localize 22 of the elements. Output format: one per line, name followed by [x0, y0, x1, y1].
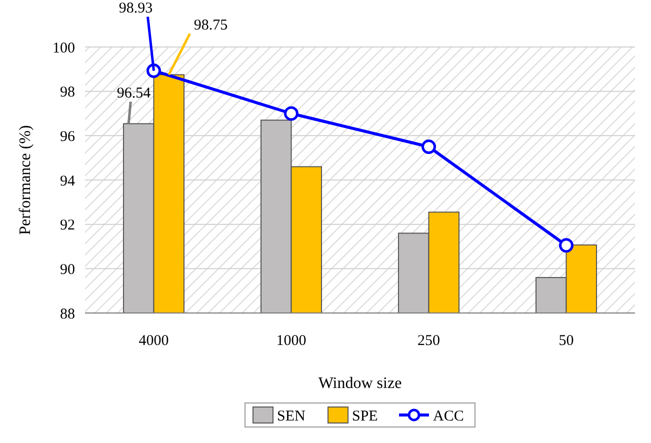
x-tick-label: 1000 — [276, 333, 306, 349]
x-tick-label: 50 — [558, 333, 574, 349]
y-axis-title: Performance (%) — [17, 125, 34, 235]
point — [422, 140, 436, 154]
x-axis-title: Window size — [318, 375, 402, 392]
point — [559, 238, 574, 253]
x-tick-label: 250 — [418, 333, 440, 349]
data-label: 98.93 — [118, 0, 153, 17]
data-label: 96.54 — [116, 86, 152, 102]
y-tick-label: 96 — [60, 128, 76, 145]
y-tick-label: 90 — [60, 262, 75, 278]
y-tick-label: 100 — [52, 40, 75, 56]
point — [284, 106, 298, 121]
x-tick-label: 4000 — [138, 333, 169, 349]
legend-label: SEN — [277, 408, 306, 424]
legend-label: ACC — [433, 408, 464, 424]
y-tick-label: 94 — [60, 173, 76, 190]
legend-label: SPE — [352, 408, 378, 424]
y-tick-label: 98 — [60, 84, 75, 101]
data-label: 98.75 — [194, 18, 228, 34]
y-tick-label: 92 — [60, 218, 75, 234]
y-tick-label: 88 — [60, 306, 75, 322]
